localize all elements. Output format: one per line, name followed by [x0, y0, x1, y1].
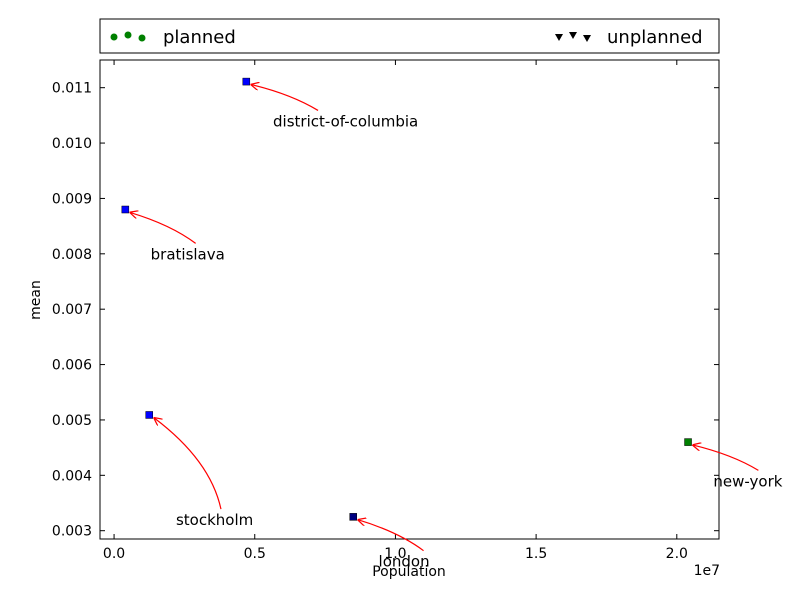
x-axis-offset-label: 1e7 — [694, 563, 720, 579]
x-tick-label: 2.0 — [666, 546, 688, 562]
x-tick-label: 1.0 — [384, 546, 406, 562]
scatter-point — [145, 411, 153, 419]
annotation-label: district-of-columbia — [273, 112, 418, 130]
legend-label-planned: planned — [163, 27, 236, 48]
scatter-point — [121, 205, 130, 214]
y-tick-label: 0.008 — [52, 247, 92, 263]
x-axis-label: Population — [372, 564, 446, 580]
annotation-label: new-york — [713, 472, 782, 490]
y-tick-label: 0.004 — [52, 468, 92, 484]
scatter-point — [684, 438, 692, 446]
plot-area — [99, 59, 720, 540]
x-axis: 0.0 0.5 1.0 1.5 2.0 — [103, 60, 688, 562]
annotations: district-of-columbia bratislava stockholm l… — [130, 85, 783, 571]
y-tick-label: 0.007 — [52, 302, 92, 318]
y-tick-label: 0.005 — [52, 413, 92, 429]
y-tick-label: 0.010 — [52, 136, 92, 152]
annotation-arrow — [154, 418, 222, 510]
y-axis: 0.003 0.004 0.005 0.006 0.007 0.008 0.009 0.010… — [52, 81, 719, 540]
y-tick-label: 0.011 — [52, 81, 92, 97]
x-tick-label: 1.5 — [525, 546, 547, 562]
x-tick-label: 0.0 — [103, 546, 125, 562]
annotation-label: stockholm — [176, 511, 253, 529]
scatter-point — [242, 77, 251, 86]
y-tick-label: 0.006 — [52, 358, 92, 374]
x-tick-label: 0.5 — [244, 546, 266, 562]
scatter-point — [349, 513, 357, 521]
legend-unplanned-markers — [555, 32, 591, 42]
y-tick-label: 0.009 — [52, 191, 92, 207]
annotation-arrow — [130, 213, 197, 244]
y-tick-label: 0.003 — [52, 524, 92, 540]
annotation-arrow — [358, 520, 424, 552]
legend-label-unplanned: unplanned — [607, 27, 703, 48]
annotation-label: bratislava — [151, 245, 225, 263]
y-axis-label: mean — [28, 280, 44, 320]
annotation-arrow — [251, 85, 319, 111]
legend: planned unplanned — [99, 18, 720, 54]
data-points — [121, 77, 692, 521]
legend-planned-markers — [110, 31, 146, 42]
annotation-arrow — [693, 445, 759, 471]
annotation-label: london — [379, 553, 430, 571]
